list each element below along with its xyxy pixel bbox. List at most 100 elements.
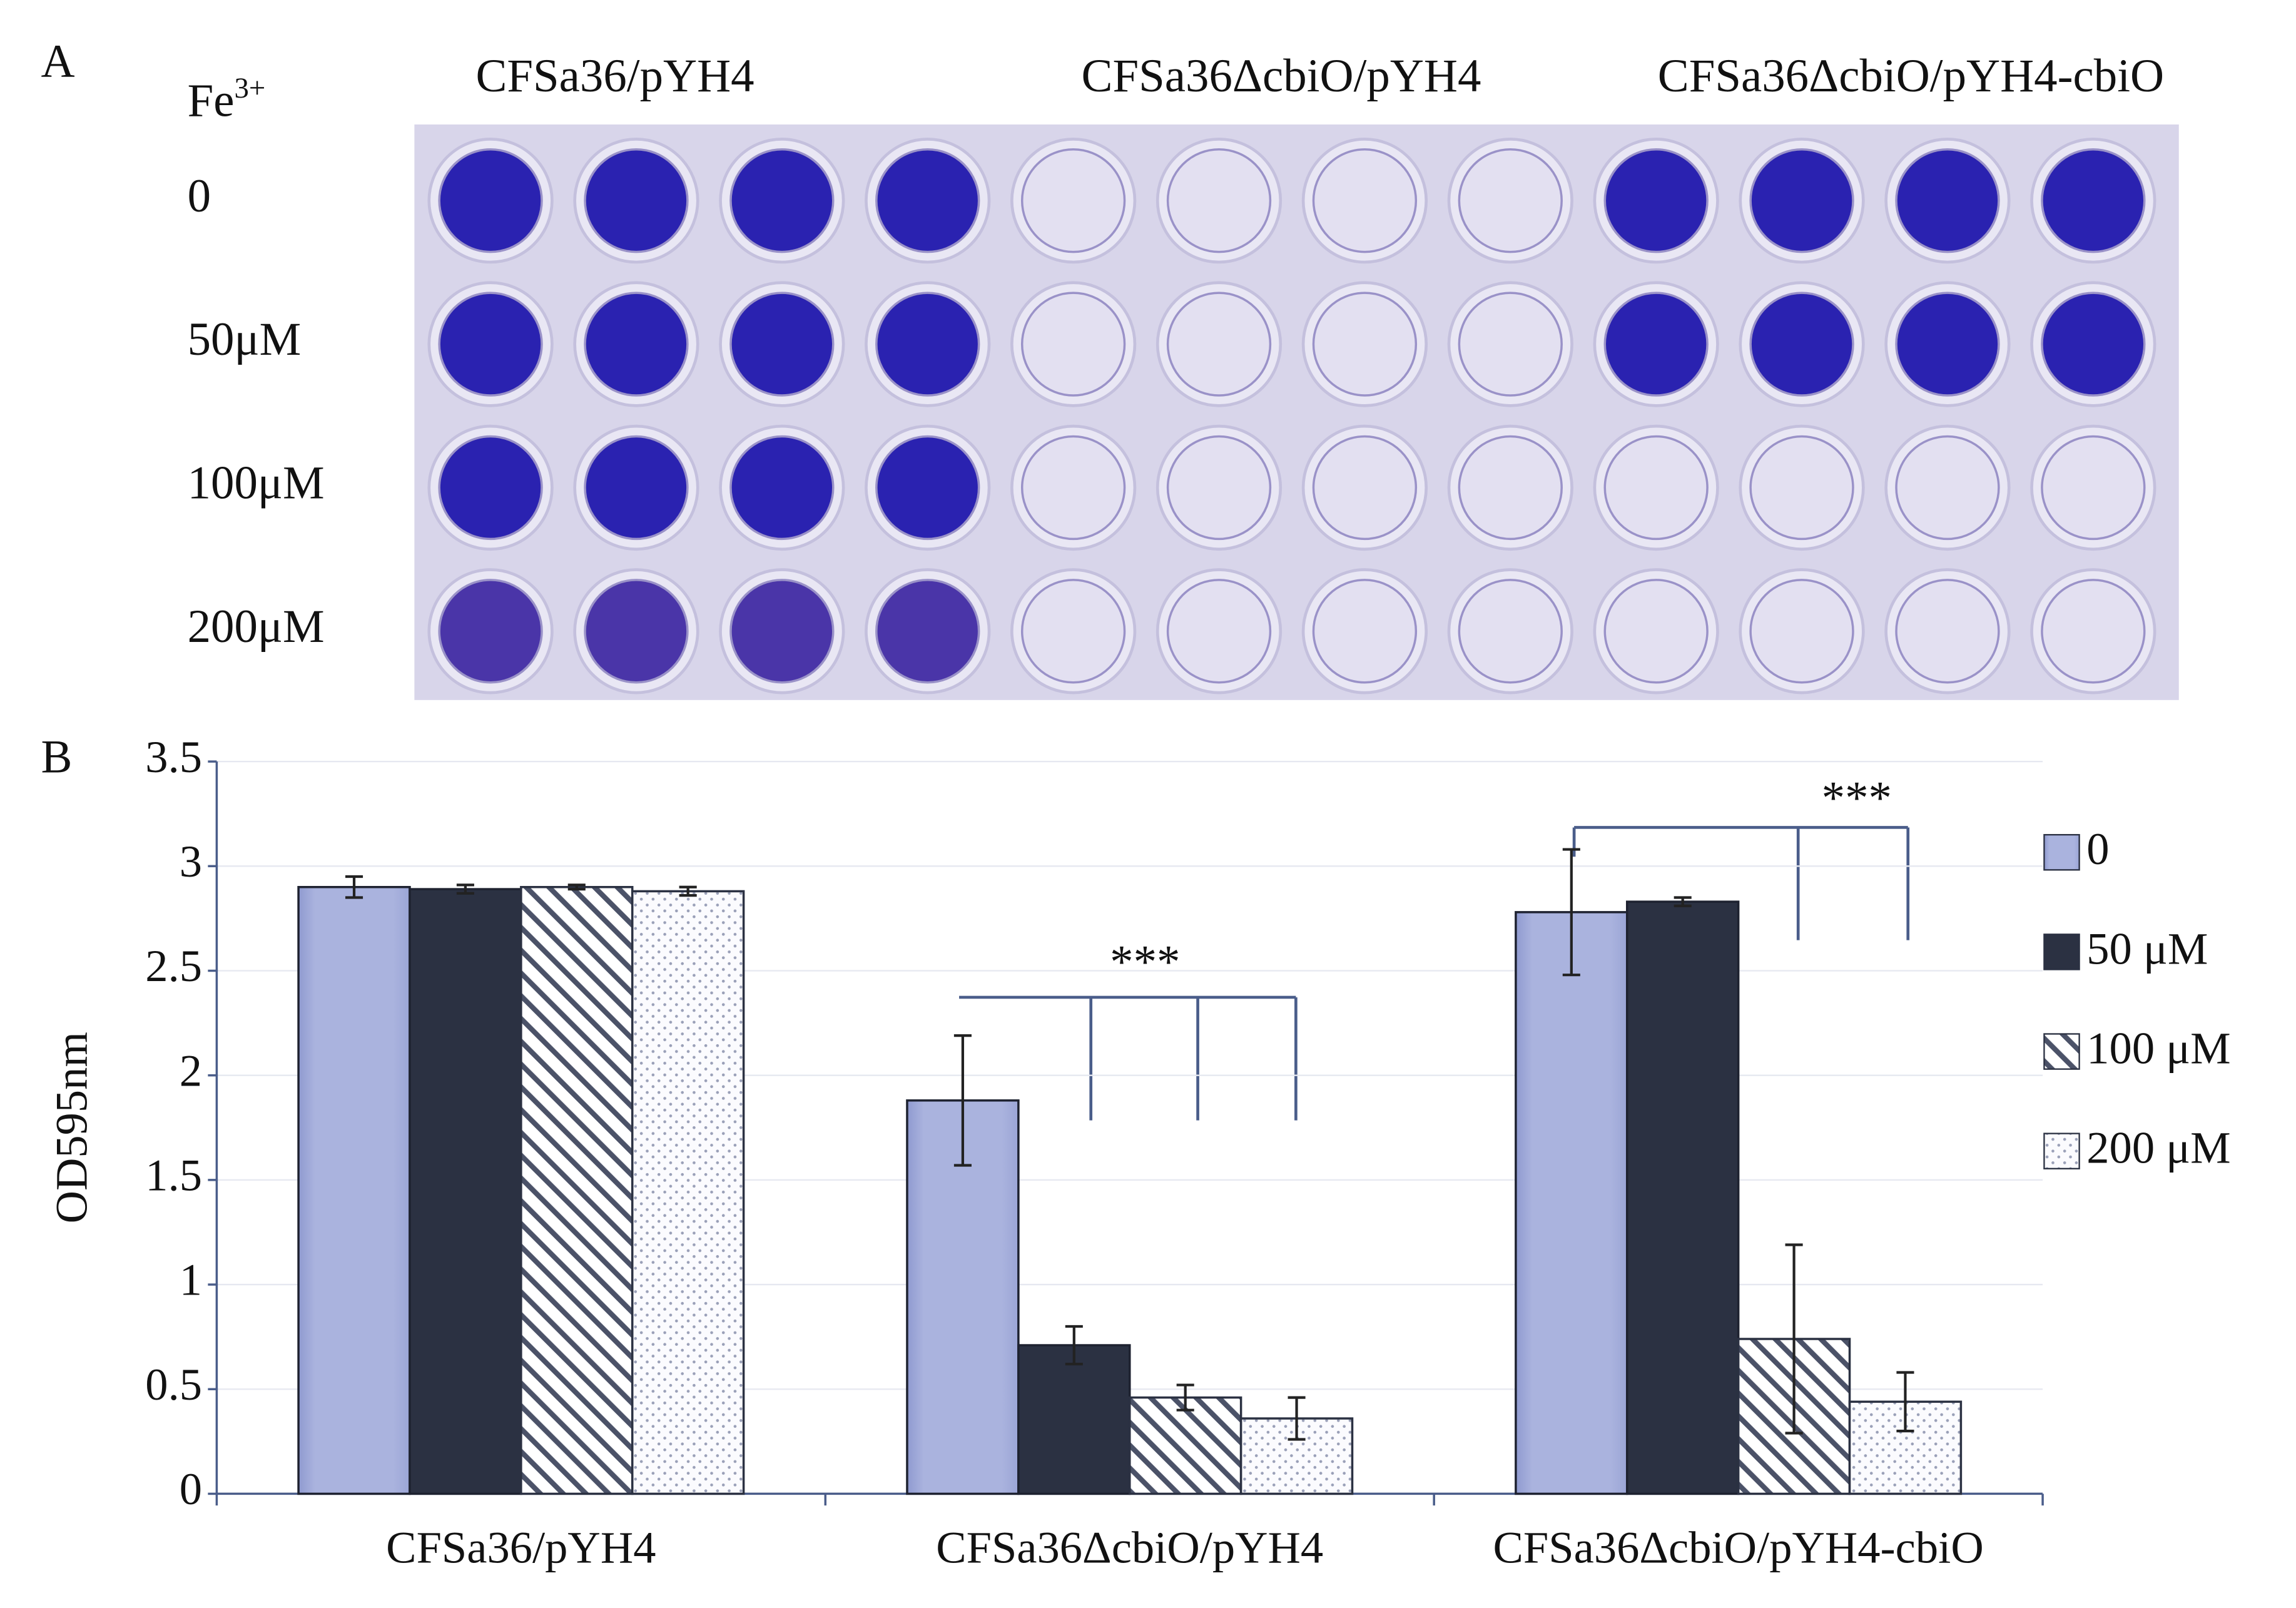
row-label: 50μM [188, 313, 302, 365]
column-label: CFSa36/pYH4 [475, 50, 754, 102]
row-label: 0 [188, 170, 211, 222]
error-bar [456, 883, 474, 895]
x-tick-label: CFSa36ΔcbiO/pYH4-cbiO [1493, 1522, 1984, 1573]
bar [520, 885, 634, 1495]
error-bar [1785, 1243, 1803, 1435]
significance-label: *** [1822, 772, 1892, 824]
well [1166, 292, 1272, 397]
x-tick-label: CFSa36/pYH4 [386, 1522, 656, 1573]
well [1312, 292, 1418, 397]
well [1020, 579, 1126, 684]
well [1312, 435, 1418, 541]
legend-swatch [2043, 1132, 2080, 1169]
well [1166, 579, 1272, 684]
significance-brackets [959, 826, 1910, 1121]
well [1749, 292, 1854, 397]
y-axis-label: OD595nm [46, 1032, 96, 1223]
bar [297, 885, 411, 1495]
error-bar [567, 883, 586, 891]
well [729, 292, 835, 397]
row-label: 200μM [188, 601, 325, 653]
well [1895, 292, 2000, 397]
well [1166, 435, 1272, 541]
well [729, 579, 835, 684]
y-tick-label: 1 [180, 1254, 202, 1305]
well [438, 435, 543, 541]
well [875, 292, 980, 397]
well [1749, 579, 1854, 684]
error-bar [345, 875, 363, 899]
well [1312, 579, 1418, 684]
well [2041, 579, 2146, 684]
well [584, 579, 689, 684]
y-tick-label: 3.5 [145, 731, 202, 782]
bar [1625, 900, 1740, 1495]
legend-swatch [2043, 934, 2080, 970]
well [1603, 435, 1709, 541]
well [1749, 148, 1854, 253]
error-bar [1896, 1371, 1914, 1433]
error-bar [1562, 848, 1580, 977]
legend-label: 0 [2086, 823, 2109, 874]
well [584, 148, 689, 253]
error-bar [679, 885, 697, 897]
well [584, 292, 689, 397]
y-tick-label: 0.5 [145, 1359, 202, 1410]
well [2041, 292, 2146, 397]
well [2041, 435, 2146, 541]
plate-photo [414, 124, 2179, 700]
well [1458, 148, 1563, 253]
bar [1515, 911, 1628, 1495]
well [1895, 148, 2000, 253]
well [1895, 579, 2000, 684]
well [729, 435, 835, 541]
panel-label: B [41, 731, 73, 783]
well [1749, 435, 1854, 541]
well [584, 435, 689, 541]
ion-label: Fe3+ [188, 72, 266, 127]
well [1458, 435, 1563, 541]
legend-swatch [2043, 1033, 2080, 1070]
legend-label: 200 μM [2086, 1122, 2230, 1173]
column-label: CFSa36ΔcbiO/pYH4-cbiO [1658, 50, 2164, 102]
bracket [1572, 826, 1910, 940]
well [1020, 292, 1126, 397]
panel-label: A [41, 36, 75, 88]
bar [631, 890, 745, 1495]
bar [409, 888, 522, 1495]
error-bar [953, 1034, 972, 1167]
well [729, 148, 835, 253]
well [438, 292, 543, 397]
well [1603, 579, 1709, 684]
bar [1128, 1396, 1242, 1495]
well [1895, 435, 2000, 541]
well [1458, 579, 1563, 684]
bracket [959, 995, 1298, 1121]
y-tick-label: 2 [180, 1045, 202, 1096]
well [1166, 148, 1272, 253]
row-label: 100μM [188, 457, 325, 509]
well [1603, 292, 1709, 397]
error-bar [1288, 1396, 1306, 1441]
y-tick-label: 3 [180, 836, 202, 887]
ion-superscript: 3+ [234, 72, 265, 104]
error-bar [1176, 1383, 1194, 1412]
y-tick-label: 2.5 [145, 940, 202, 991]
well [1603, 148, 1709, 253]
x-tick-label: CFSa36ΔcbiO/pYH4 [936, 1522, 1323, 1573]
legend-swatch [2043, 833, 2080, 871]
well [875, 579, 980, 684]
well [1458, 292, 1563, 397]
well [1312, 148, 1418, 253]
y-tick-label: 1.5 [145, 1150, 202, 1201]
error-bar [1674, 896, 1692, 907]
bar [1017, 1344, 1131, 1495]
well [2041, 148, 2146, 253]
ion-base: Fe [188, 75, 235, 127]
column-label: CFSa36ΔcbiO/pYH4 [1082, 50, 1481, 102]
well [1020, 435, 1126, 541]
legend-label: 50 μM [2086, 923, 2208, 974]
well [1020, 148, 1126, 253]
